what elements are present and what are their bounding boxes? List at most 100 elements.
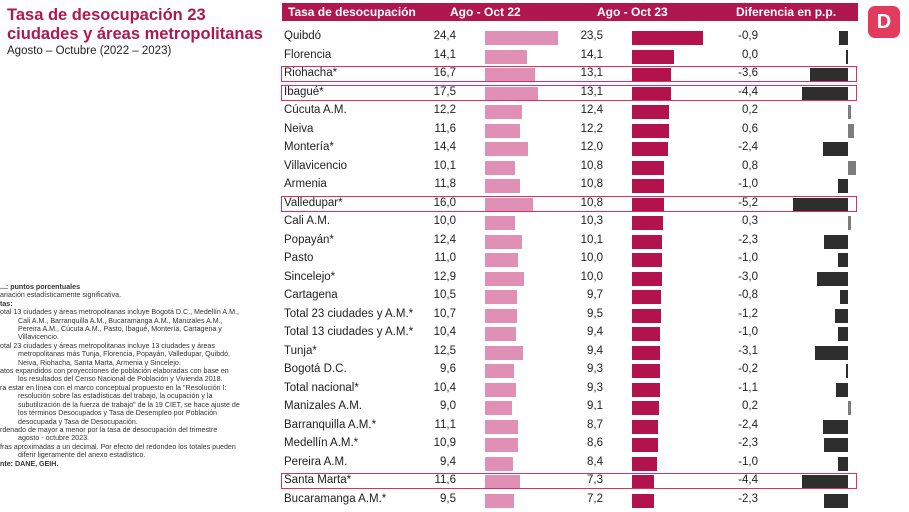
value-2022: 10,0 xyxy=(433,215,456,227)
bar-2023 xyxy=(632,31,703,45)
header-city: Tasa de desocupación xyxy=(288,5,416,19)
value-2022: 10,1 xyxy=(433,159,456,172)
bar-difference xyxy=(848,105,851,119)
value-2023: 10,8 xyxy=(580,196,603,209)
value-2023: 12,0 xyxy=(580,141,603,153)
row-city-label: Quibdó xyxy=(284,30,322,42)
value-2022: 11,6 xyxy=(434,474,456,486)
page-subtitle: Agosto – Octubre (2022 – 2023) xyxy=(7,45,172,57)
footnote-line: resolución sobre las estadísticas del tr… xyxy=(18,392,213,401)
bar-2022 xyxy=(485,419,519,434)
value-2023: 13,1 xyxy=(580,85,603,98)
logo-letter: D xyxy=(876,11,892,33)
bar-2023 xyxy=(632,197,665,212)
bar-2023 xyxy=(632,308,661,323)
value-2023: 13,1 xyxy=(580,67,603,79)
header-2023: Ago - Oct 23 xyxy=(597,5,668,19)
row-city-label: Total 13 ciudades y A.M.* xyxy=(284,326,414,338)
footnote-line: Neiva, Riohacha, Santa Marta, Armenia y … xyxy=(18,358,181,367)
bar-2022 xyxy=(485,253,518,267)
footnote-line: los términos Desocupados y Tasa de Desem… xyxy=(18,409,217,418)
value-2023: 7,3 xyxy=(587,474,603,486)
table-header: Tasa de desocupación Ago - Oct 22 Ago - … xyxy=(282,3,858,21)
footnote-line: atos expandidos con proyecciones de pobl… xyxy=(0,367,229,376)
bar-2022 xyxy=(485,49,528,64)
row-city-label: Pasto xyxy=(284,252,314,264)
value-2023: 12,2 xyxy=(580,122,603,135)
bar-difference xyxy=(837,327,848,341)
footnote-line: Pereira A.M., Cúcuta A.M., Pasto, Ibagué… xyxy=(18,325,222,334)
value-2022: 14,4 xyxy=(433,141,456,153)
value-2023: 10,8 xyxy=(580,159,603,172)
value-2023: 8,7 xyxy=(587,418,603,431)
row-city-label: Riohacha* xyxy=(284,67,338,79)
row-city-label: Bucaramanga A.M.* xyxy=(284,492,387,505)
row-city-label: Cartagena xyxy=(284,289,338,301)
bar-2022 xyxy=(485,234,523,249)
value-2023: 14,1 xyxy=(580,48,603,61)
value-2023: 9,5 xyxy=(587,307,603,320)
value-2022: 12,2 xyxy=(433,104,456,116)
value-2023: 9,7 xyxy=(587,289,603,301)
value-2023: 9,4 xyxy=(587,326,603,338)
bar-difference xyxy=(848,401,851,415)
value-diff: -1,0 xyxy=(738,326,758,338)
bar-difference xyxy=(823,234,848,249)
bar-2023 xyxy=(632,142,668,156)
bar-2023 xyxy=(632,234,663,249)
bar-2022 xyxy=(485,123,520,138)
value-2022: 9,0 xyxy=(440,400,456,412)
bar-2023 xyxy=(632,345,661,360)
footnote-line: Villavicencio. xyxy=(18,333,59,342)
bar-difference xyxy=(845,364,848,378)
bar-2023 xyxy=(632,290,662,304)
row-city-label: Manizales A.M. xyxy=(284,400,362,412)
value-2022: 17,5 xyxy=(433,85,456,98)
footnote-line: otal 23 ciudades y áreas metropolitanas … xyxy=(0,341,215,350)
value-2023: 10,0 xyxy=(580,270,603,283)
bar-2023 xyxy=(632,271,662,286)
bar-2023 xyxy=(632,105,670,119)
footnote-line: subutilización de la fuerza de trabajo" … xyxy=(18,400,240,409)
value-diff: -0,8 xyxy=(738,289,758,301)
value-diff: 0,2 xyxy=(742,104,758,116)
value-2023: 7,2 xyxy=(587,492,603,505)
value-2022: 11,6 xyxy=(434,122,456,135)
bar-difference xyxy=(793,197,848,212)
row-city-label: Santa Marta* xyxy=(284,474,352,486)
bar-2022 xyxy=(485,456,514,471)
value-diff: -1,0 xyxy=(738,252,758,264)
value-diff: -2,4 xyxy=(738,418,758,431)
bar-difference xyxy=(845,49,848,64)
row-city-label: Neiva xyxy=(284,122,314,135)
bar-2022 xyxy=(485,160,516,175)
row-city-label: Bogotá D.C. xyxy=(284,363,347,375)
bar-2022 xyxy=(485,68,536,82)
value-diff: 0,8 xyxy=(742,159,758,172)
bar-difference xyxy=(810,68,848,82)
row-city-label: Ibagué* xyxy=(284,85,324,98)
value-2023: 12,4 xyxy=(580,104,603,116)
bar-2023 xyxy=(632,216,663,230)
row-city-label: Tunja* xyxy=(284,344,317,357)
value-2022: 12,9 xyxy=(433,270,456,283)
bar-2023 xyxy=(632,327,661,341)
value-diff: -1,0 xyxy=(738,178,758,190)
value-2022: 12,5 xyxy=(433,344,456,357)
header-diff: Diferencia en p.p. xyxy=(736,5,837,19)
bar-2022 xyxy=(485,382,517,397)
value-diff: 0,6 xyxy=(742,122,758,135)
row-city-label: Sincelejo* xyxy=(284,270,336,283)
value-diff: -1,1 xyxy=(738,381,758,394)
bar-2023 xyxy=(632,401,660,415)
value-2023: 10,1 xyxy=(580,233,603,246)
value-diff: -3,6 xyxy=(738,67,758,79)
value-2022: 24,4 xyxy=(433,30,456,42)
bar-2022 xyxy=(485,475,520,489)
footnote-line: ariación estadísticamente significativa. xyxy=(0,291,122,300)
bar-2022 xyxy=(485,290,517,304)
bar-2022 xyxy=(485,493,514,508)
value-diff: -2,3 xyxy=(738,492,758,505)
page-title: Tasa de desocupación 23 ciudades y áreas… xyxy=(7,6,263,43)
row-highlight-box xyxy=(281,473,857,489)
